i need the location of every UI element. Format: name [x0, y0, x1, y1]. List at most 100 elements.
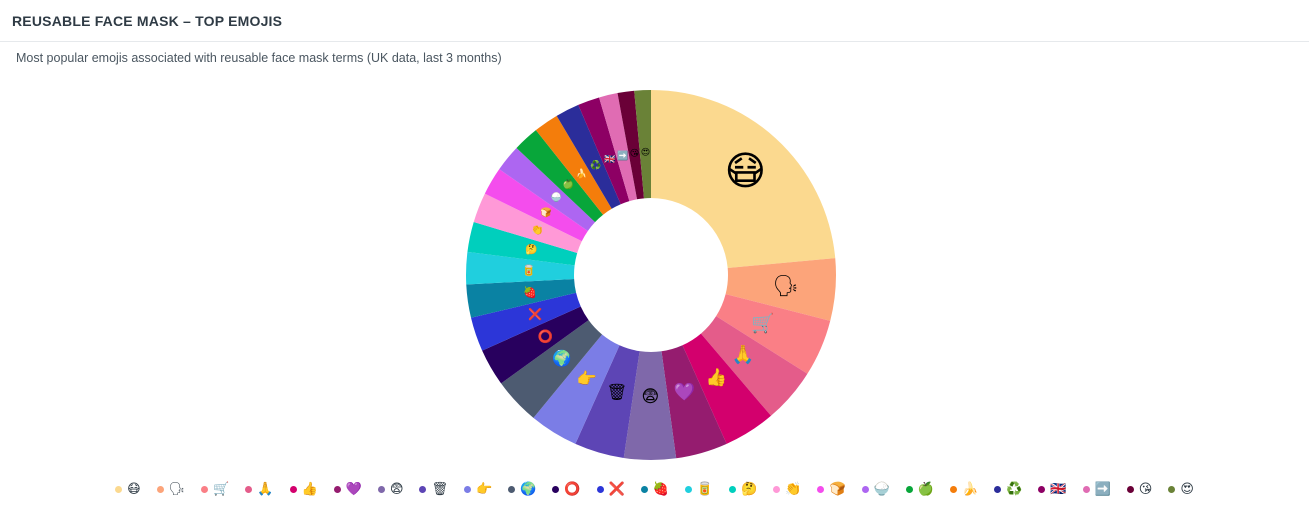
donut-slice-label-13: 🍓 [523, 286, 537, 299]
donut-slice-20[interactable] [535, 115, 612, 215]
donut-slice-label-6: 💜 [674, 381, 696, 402]
donut-slice-5[interactable] [682, 333, 771, 444]
donut-slice-label-25: 😍 [641, 147, 650, 158]
legend-item-5[interactable]: 👍 [289, 481, 318, 497]
legend-item-2[interactable]: 🗣 [156, 481, 186, 497]
donut-slice-label-24: 😘 [630, 148, 639, 159]
donut-slice-23[interactable] [599, 93, 638, 202]
donut-slice-label-9: 👉 [577, 369, 597, 388]
legend-swatch [245, 485, 253, 493]
legend-swatch [1082, 485, 1090, 493]
donut-slice-label-11: ⭕ [538, 329, 553, 344]
legend-swatch [640, 485, 648, 493]
legend-label: 🤔 [741, 481, 758, 497]
donut-slice-3[interactable] [716, 294, 831, 374]
donut-slice-1[interactable] [651, 90, 836, 268]
legend-item-25[interactable]: 😍 [1168, 482, 1194, 497]
donut-slice-2[interactable] [725, 258, 836, 321]
donut-slice-18[interactable] [499, 147, 596, 231]
legend-item-10[interactable]: 🌍 [508, 482, 536, 497]
legend-swatch [552, 485, 560, 493]
legend-label: 🗑 [431, 481, 448, 497]
legend-label: 🍌 [962, 481, 979, 497]
legend-label: 🥫 [696, 481, 714, 497]
legend-swatch [684, 485, 692, 493]
legend-swatch [773, 485, 781, 493]
donut-slice-label-21: ♻️ [590, 159, 601, 171]
legend-label: 👍 [301, 481, 318, 497]
legend-label: 🍏 [917, 481, 935, 497]
donut-slice-label-15: 🤔 [525, 243, 537, 255]
legend-swatch [333, 485, 341, 493]
legend-swatch [994, 485, 1002, 493]
legend-item-12[interactable]: ❌ [596, 482, 625, 497]
donut-slice-label-3: 🛒 [751, 311, 775, 334]
legend-item-18[interactable]: 🍚 [861, 482, 890, 497]
donut-slice-label-19: 🍏 [563, 178, 574, 190]
card-header: REUSABLE FACE MASK – TOP EMOJIS [0, 0, 1309, 42]
donut-slice-16[interactable] [473, 193, 582, 253]
donut-slice-label-23: ➡️ [617, 149, 628, 161]
legend-item-7[interactable]: 😨 [377, 482, 403, 497]
legend-item-19[interactable]: 🍏 [905, 481, 935, 497]
legend-swatch [508, 485, 516, 493]
legend-item-21[interactable]: ♻️ [994, 482, 1022, 497]
donut-slice-10[interactable] [501, 320, 603, 418]
donut-slice-11[interactable] [482, 306, 589, 384]
donut-slices [466, 90, 836, 460]
donut-slice-25[interactable] [634, 90, 651, 199]
donut-slice-label-4: 🙏 [732, 344, 755, 365]
donut-slice-21[interactable] [556, 104, 621, 209]
chart-legend: 😷 🗣 🛒 🙏 👍 💜 😨 🗑 👉 🌍 ⭕ ❌ 🍓 🥫 🤔 👏 🍞 🍚 🍏 🍌 ♻️ 🇬🇧 ➡️ 😘 😍 [0, 478, 1309, 500]
legend-swatch [289, 485, 297, 493]
donut-slice-label-5: 👍 [705, 367, 726, 388]
donut-slice-12[interactable] [471, 292, 581, 351]
legend-item-16[interactable]: 👏 [773, 482, 801, 497]
donut-slice-19[interactable] [516, 130, 604, 223]
donut-slice-6[interactable] [661, 345, 727, 459]
donut-slice-label-18: 🍚 [551, 191, 563, 203]
legend-item-22[interactable]: 🇬🇧 [1038, 481, 1067, 497]
legend-swatch [596, 485, 604, 493]
donut-slice-label-7: 😨 [641, 387, 659, 407]
donut-slice-13[interactable] [466, 278, 577, 318]
legend-item-24[interactable]: 😘 [1126, 481, 1153, 497]
donut-slice-24[interactable] [617, 90, 644, 200]
legend-item-14[interactable]: 🥫 [684, 481, 714, 497]
legend-item-4[interactable]: 🙏 [245, 482, 274, 497]
legend-item-11[interactable]: ⭕ [552, 482, 581, 497]
legend-label: 🍞 [829, 481, 846, 497]
donut-slice-label-16: 👏 [531, 223, 543, 236]
legend-swatch [463, 485, 471, 493]
legend-item-23[interactable]: ➡️ [1082, 482, 1111, 497]
legend-label: 🛒 [213, 481, 230, 497]
legend-swatch [1038, 485, 1046, 493]
legend-label: 😍 [1180, 481, 1194, 497]
legend-item-8[interactable]: 🗑 [419, 482, 448, 497]
donut-slice-7[interactable] [623, 351, 677, 460]
legend-label: 😘 [1138, 481, 1153, 497]
donut-slice-15[interactable] [467, 222, 578, 266]
donut-slice-8[interactable] [575, 345, 640, 458]
legend-item-1[interactable]: 😷 [115, 482, 141, 497]
donut-slice-label-17: 🍞 [540, 207, 552, 219]
legend-item-15[interactable]: 🤔 [729, 482, 757, 497]
legend-label: 🇬🇧 [1050, 481, 1067, 497]
legend-label: ♻️ [1006, 481, 1023, 497]
legend-item-3[interactable]: 🛒 [201, 482, 229, 497]
donut-chart: 😷 🗣 🛒 🙏 👍 💜 😨 🗑 👉 🌍 ⭕ ❌ 🍓 🥫 🤔 👏 🍞 🍚🍏🍌♻️🇬🇧 ➡️ 😘 😍 [466, 90, 836, 460]
legend-item-17[interactable]: 🍞 [817, 481, 846, 497]
legend-label: 🗣 [168, 481, 186, 497]
legend-item-9[interactable]: 👉 [463, 482, 492, 497]
donut-slice-22[interactable] [578, 97, 630, 205]
donut-slice-9[interactable] [533, 334, 620, 444]
legend-item-6[interactable]: 💜 [333, 482, 362, 497]
legend-item-20[interactable]: 🍌 [950, 482, 978, 497]
chart-subtitle: Most popular emojis associated with reus… [16, 51, 502, 65]
legend-label: 😷 [127, 481, 141, 497]
donut-slice-14[interactable] [466, 251, 575, 285]
legend-item-13[interactable]: 🍓 [640, 482, 669, 497]
donut-slice-17[interactable] [484, 169, 588, 242]
donut-slice-4[interactable] [700, 316, 808, 416]
